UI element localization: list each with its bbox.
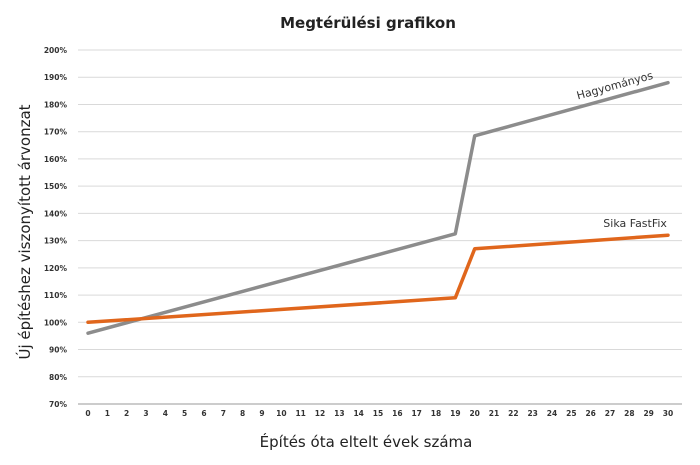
x-tick-label: 15 (373, 409, 383, 418)
y-tick-labels: 70% 80% 90% 100% 110% 120% 130% 140% 150% 160% 170… (44, 46, 68, 409)
x-tick-label: 3 (143, 409, 148, 418)
x-tick-label: 12 (315, 409, 325, 418)
series-line-0 (86, 80, 670, 335)
series-label-sika-fastfix: Sika FastFix (603, 217, 667, 230)
x-tick-label: 13 (334, 409, 344, 418)
y-tick-label: 160% (44, 155, 68, 164)
x-tick-label: 24 (547, 409, 557, 418)
x-tick-label: 8 (240, 409, 245, 418)
x-tick-label: 4 (163, 409, 168, 418)
series-group (86, 80, 670, 335)
x-tick-label: 11 (295, 409, 305, 418)
x-tick-label: 9 (259, 409, 264, 418)
x-axis-label: Építés óta eltelt évek száma (260, 432, 473, 451)
y-tick-label: 80% (49, 373, 67, 382)
grid (78, 49, 682, 378)
x-tick-label: 23 (527, 409, 537, 418)
series-line-1 (86, 233, 670, 325)
x-tick-label: 6 (201, 409, 206, 418)
y-tick-label: 110% (44, 291, 68, 300)
x-tick-label: 20 (469, 409, 479, 418)
x-tick-label: 28 (624, 409, 634, 418)
x-tick-label: 21 (489, 409, 499, 418)
x-tick-label: 14 (353, 409, 363, 418)
x-tick-label: 30 (663, 409, 673, 418)
x-tick-label: 27 (605, 409, 615, 418)
y-tick-label: 150% (44, 182, 68, 191)
y-tick-label: 70% (49, 400, 67, 409)
x-tick-label: 5 (182, 409, 187, 418)
y-axis-label: Új építéshez viszonyított árvonzat (15, 104, 34, 359)
y-tick-label: 170% (44, 128, 68, 137)
y-tick-label: 120% (44, 264, 68, 273)
y-tick-label: 200% (44, 46, 68, 55)
x-tick-label: 7 (221, 409, 226, 418)
x-tick-label: 16 (392, 409, 402, 418)
x-tick-label: 2 (124, 409, 129, 418)
x-tick-labels: 0 1 2 3 4 5 6 7 8 9 10 11 12 13 14 15 16 17 18 19 20 21 22 23 24… (85, 409, 673, 418)
y-tick-label: 130% (44, 237, 68, 246)
x-tick-label: 25 (566, 409, 576, 418)
x-tick-label: 22 (508, 409, 518, 418)
y-tick-label: 100% (44, 318, 68, 327)
y-tick-label: 90% (49, 346, 67, 355)
y-tick-label: 140% (44, 209, 68, 218)
x-tick-label: 26 (585, 409, 595, 418)
x-tick-label: 18 (431, 409, 441, 418)
y-tick-label: 190% (44, 73, 68, 82)
chart-title: Megtérülési grafikon (280, 14, 456, 32)
x-tick-label: 19 (450, 409, 460, 418)
x-tick-label: 17 (411, 409, 421, 418)
x-tick-label: 29 (643, 409, 653, 418)
x-tick-label: 1 (105, 409, 110, 418)
x-tick-label: 10 (276, 409, 286, 418)
y-tick-label: 180% (44, 100, 68, 109)
x-tick-label: 0 (85, 409, 90, 418)
